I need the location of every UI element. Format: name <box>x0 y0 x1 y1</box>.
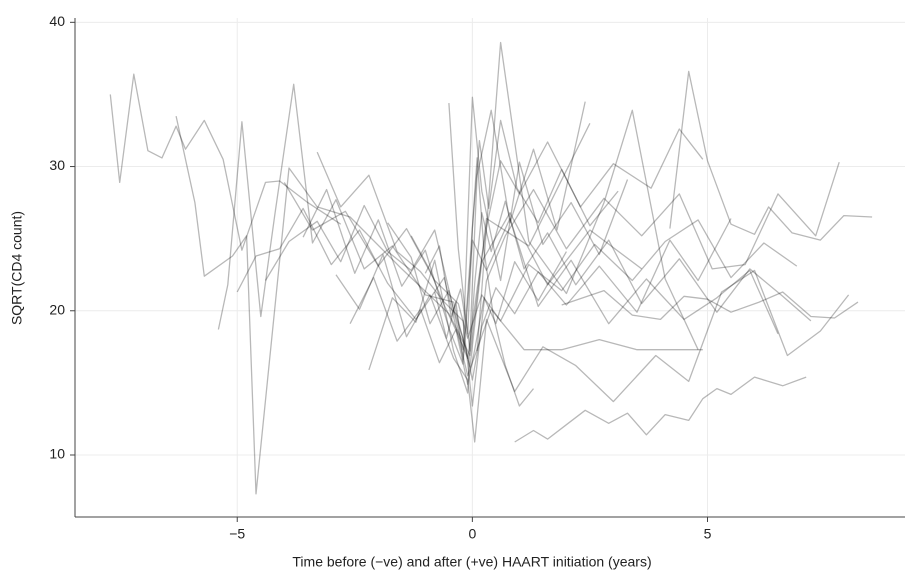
x-tick-label: 0 <box>468 526 476 542</box>
trajectory-line <box>476 41 699 352</box>
trajectory-line <box>264 204 732 381</box>
x-tick-label: 5 <box>704 526 712 542</box>
trajectory-line <box>514 376 807 443</box>
y-tick-label: 20 <box>49 301 65 317</box>
trajectory-line <box>448 103 812 352</box>
trajectory-line <box>316 151 840 407</box>
y-tick-label: 10 <box>49 446 65 462</box>
trajectory-line <box>410 128 704 360</box>
trajectory-line <box>434 157 535 407</box>
trajectory-line <box>335 253 850 443</box>
trajectory-line <box>561 289 859 321</box>
trajectory-line <box>349 251 567 385</box>
trajectory-line <box>669 70 873 241</box>
trajectory-line <box>387 96 629 351</box>
y-tick-label: 30 <box>49 157 65 173</box>
y-tick-label: 40 <box>49 13 65 29</box>
trajectory-line <box>236 207 703 377</box>
trajectory-line <box>283 182 798 339</box>
trajectory-line <box>368 101 586 394</box>
trajectory-line <box>175 115 591 495</box>
trajectory-line <box>217 83 643 368</box>
y-axis-label: SQRT(CD4 count) <box>9 211 25 325</box>
x-axis-label: Time before (−ve) and after (+ve) HAART … <box>292 554 651 570</box>
trajectory-line <box>424 119 619 335</box>
x-tick-label: −5 <box>229 526 245 542</box>
trajectory-line <box>302 188 779 365</box>
trajectory-line <box>109 73 342 251</box>
